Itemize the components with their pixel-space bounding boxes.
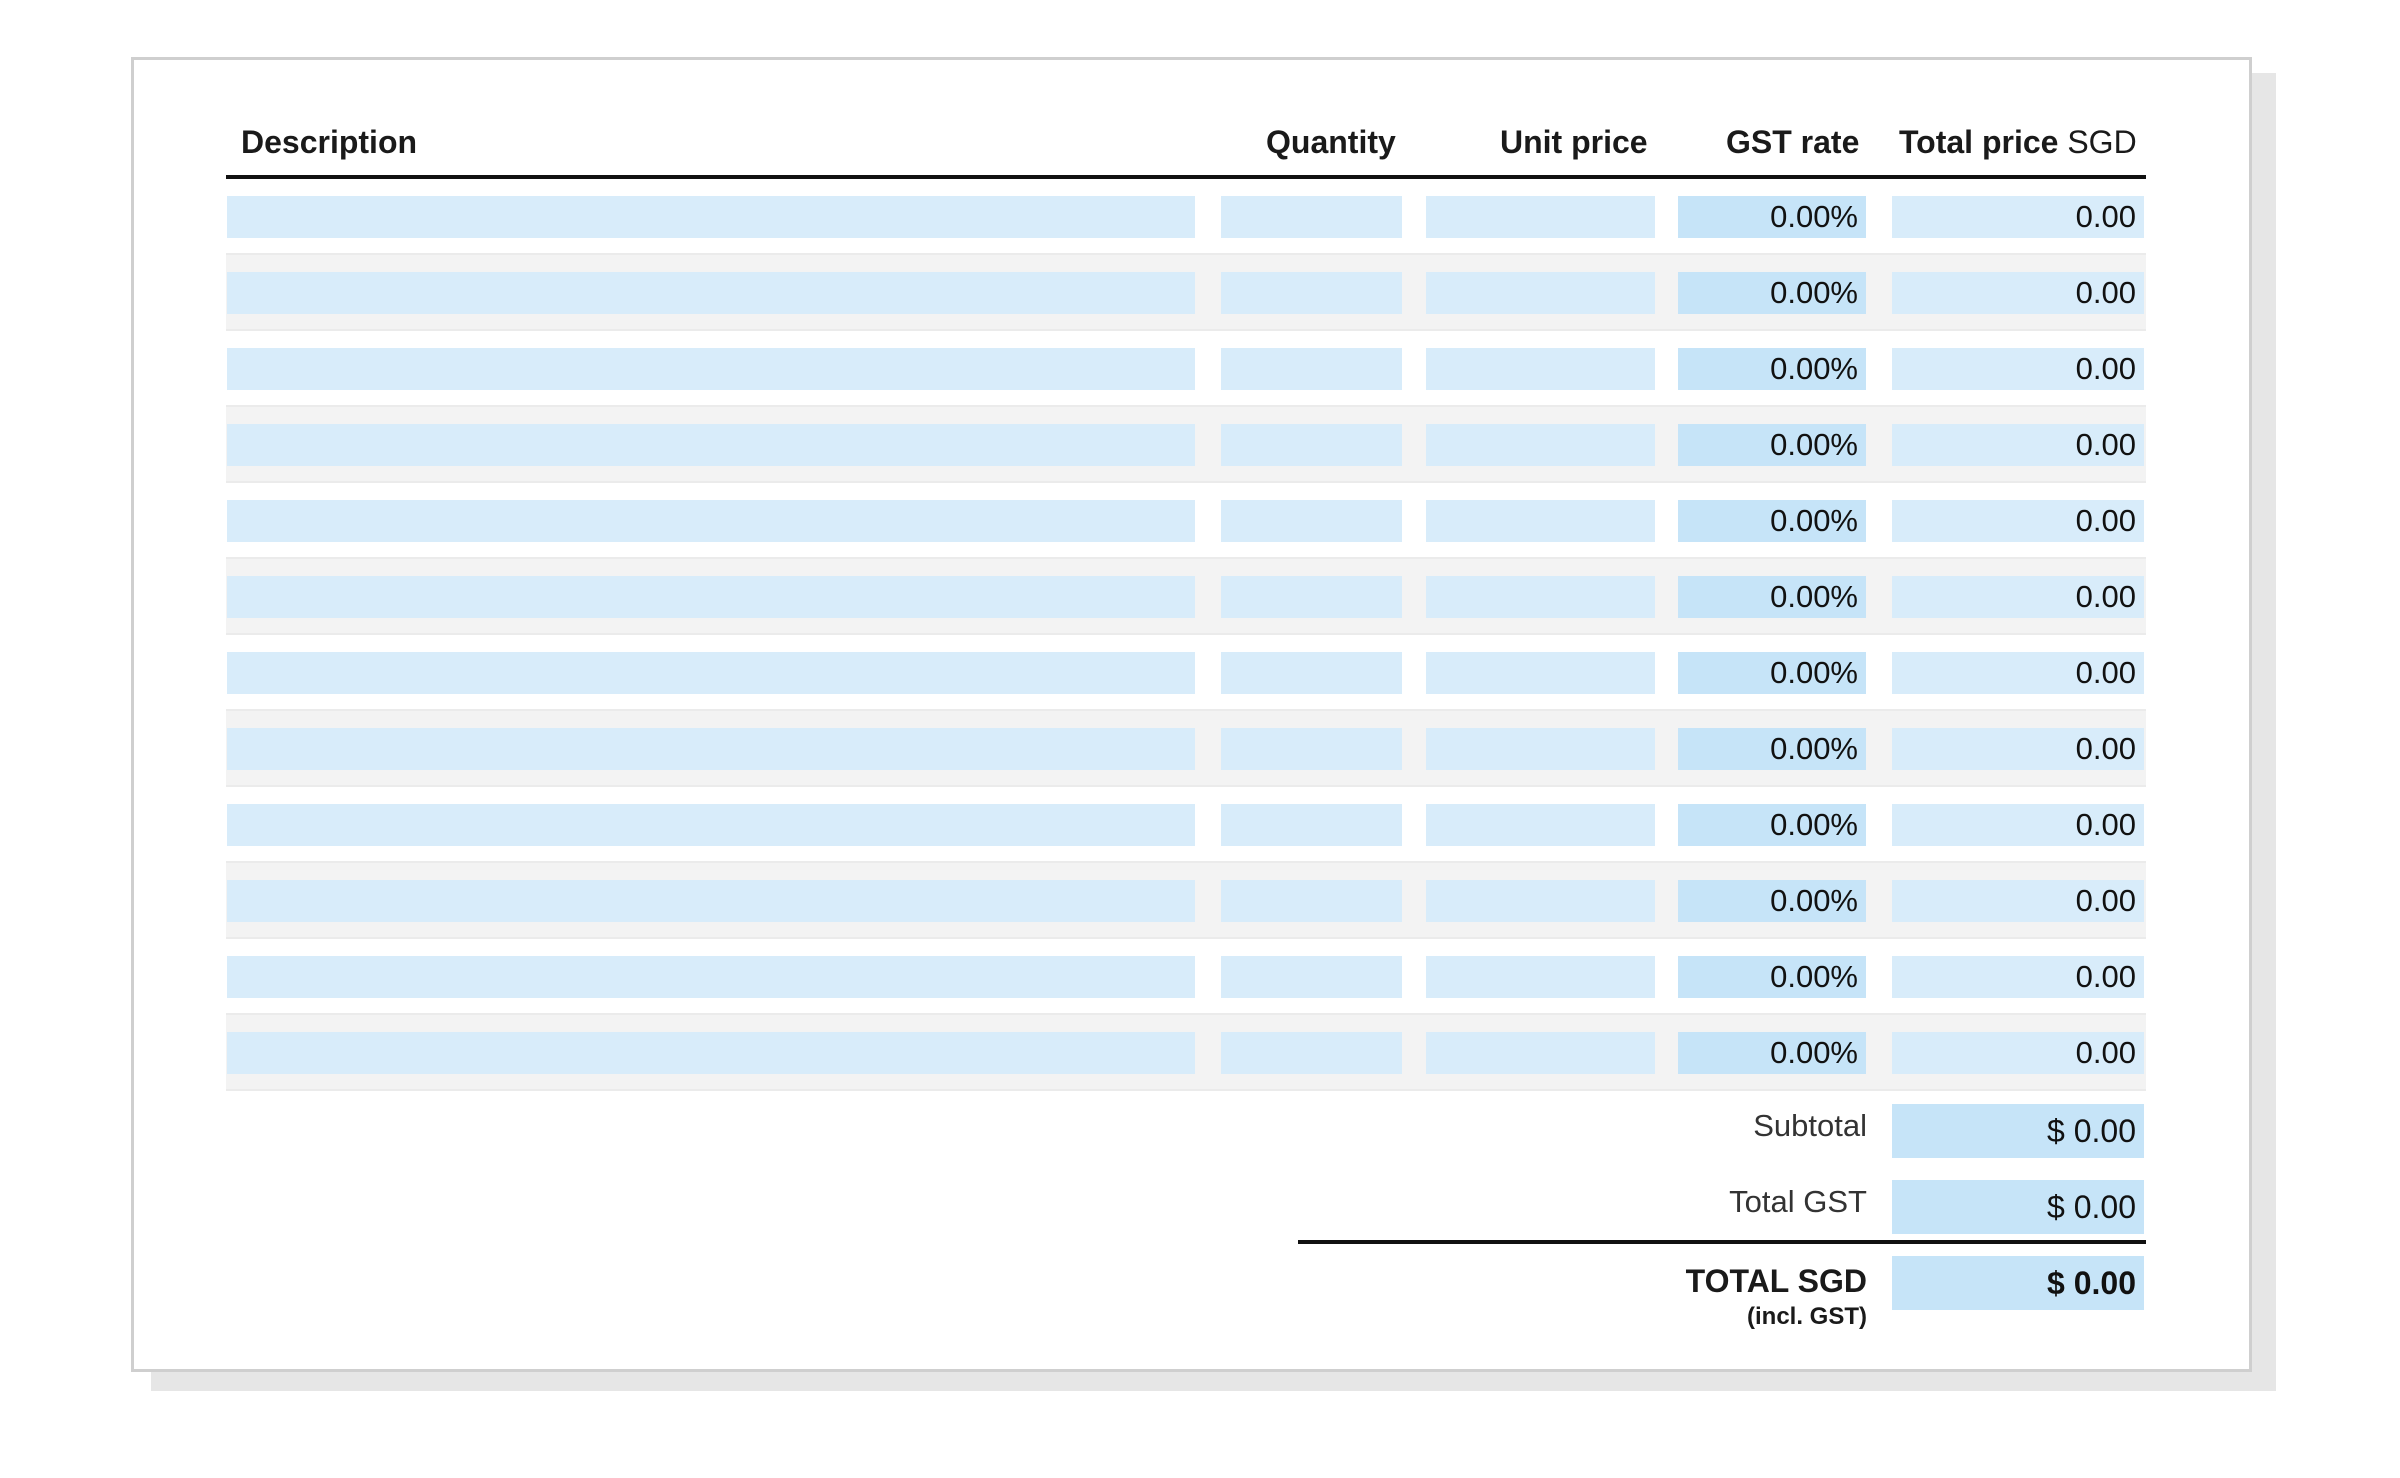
description-input[interactable] [227, 880, 1195, 922]
gst-rate-field[interactable]: 0.00% [1678, 272, 1866, 314]
total-price-field: 0.00 [1892, 956, 2144, 998]
subtotal-label: Subtotal [1753, 1108, 1867, 1143]
unit-price-input[interactable] [1426, 500, 1655, 542]
unit-price-input[interactable] [1426, 1032, 1655, 1074]
grand-total-field: $ 0.00 [1892, 1256, 2144, 1310]
gst-rate-field[interactable]: 0.00% [1678, 728, 1866, 770]
table-row: 0.00% 0.00 [226, 1015, 2146, 1091]
unit-price-input[interactable] [1426, 576, 1655, 618]
total-price-field: 0.00 [1892, 348, 2144, 390]
unit-price-input[interactable] [1426, 196, 1655, 238]
total-rule [1298, 1240, 2146, 1244]
column-header-total-price-currency: SGD [2067, 124, 2137, 160]
column-header-description: Description [241, 124, 418, 160]
total-price-field: 0.00 [1892, 1032, 2144, 1074]
description-input[interactable] [227, 424, 1195, 466]
total-price-field: 0.00 [1892, 424, 2144, 466]
description-input[interactable] [227, 196, 1195, 238]
gst-rate-field[interactable]: 0.00% [1678, 804, 1866, 846]
column-header-total-price-label: Total price [1899, 124, 2059, 160]
table-row: 0.00% 0.00 [226, 559, 2146, 635]
total-price-field: 0.00 [1892, 272, 2144, 314]
unit-price-input[interactable] [1426, 956, 1655, 998]
column-header-gst-rate: GST rate [1726, 124, 1860, 160]
table-row: 0.00% 0.00 [226, 711, 2146, 787]
description-input[interactable] [227, 956, 1195, 998]
description-input[interactable] [227, 804, 1195, 846]
unit-price-input[interactable] [1426, 728, 1655, 770]
gst-rate-field[interactable]: 0.00% [1678, 956, 1866, 998]
unit-price-input[interactable] [1426, 272, 1655, 314]
unit-price-input[interactable] [1426, 652, 1655, 694]
description-input[interactable] [227, 728, 1195, 770]
quantity-input[interactable] [1221, 500, 1402, 542]
gst-rate-field[interactable]: 0.00% [1678, 196, 1866, 238]
quantity-input[interactable] [1221, 652, 1402, 694]
quantity-input[interactable] [1221, 804, 1402, 846]
column-header-quantity: Quantity [1266, 124, 1396, 160]
description-input[interactable] [227, 1032, 1195, 1074]
subtotal-field: $ 0.00 [1892, 1104, 2144, 1158]
unit-price-input[interactable] [1426, 424, 1655, 466]
total-price-field: 0.00 [1892, 652, 2144, 694]
quantity-input[interactable] [1221, 576, 1402, 618]
description-input[interactable] [227, 576, 1195, 618]
total-price-field: 0.00 [1892, 196, 2144, 238]
total-price-field: 0.00 [1892, 804, 2144, 846]
quantity-input[interactable] [1221, 272, 1402, 314]
total-gst-label: Total GST [1729, 1184, 1867, 1219]
column-header-total-price: Total price SGD [1899, 118, 2137, 166]
quantity-input[interactable] [1221, 196, 1402, 238]
gst-rate-field[interactable]: 0.00% [1678, 348, 1866, 390]
table-row: 0.00% 0.00 [226, 635, 2146, 711]
grand-total-sublabel: (incl. GST) [1747, 1303, 1867, 1330]
table-row: 0.00% 0.00 [226, 331, 2146, 407]
quantity-input[interactable] [1221, 1032, 1402, 1074]
total-price-field: 0.00 [1892, 728, 2144, 770]
table-row: 0.00% 0.00 [226, 939, 2146, 1015]
gst-rate-field[interactable]: 0.00% [1678, 576, 1866, 618]
table-row: 0.00% 0.00 [226, 483, 2146, 559]
unit-price-input[interactable] [1426, 348, 1655, 390]
table-row: 0.00% 0.00 [226, 863, 2146, 939]
gst-rate-field[interactable]: 0.00% [1678, 652, 1866, 694]
quantity-input[interactable] [1221, 880, 1402, 922]
table-row: 0.00% 0.00 [226, 407, 2146, 483]
description-input[interactable] [227, 652, 1195, 694]
unit-price-input[interactable] [1426, 880, 1655, 922]
column-header-unit-price: Unit price [1500, 124, 1648, 160]
total-gst-field: $ 0.00 [1892, 1180, 2144, 1234]
unit-price-input[interactable] [1426, 804, 1655, 846]
description-input[interactable] [227, 500, 1195, 542]
quantity-input[interactable] [1221, 348, 1402, 390]
description-input[interactable] [227, 272, 1195, 314]
gst-rate-field[interactable]: 0.00% [1678, 1032, 1866, 1074]
table-row: 0.00% 0.00 [226, 179, 2146, 255]
total-price-field: 0.00 [1892, 576, 2144, 618]
total-price-field: 0.00 [1892, 880, 2144, 922]
gst-rate-field[interactable]: 0.00% [1678, 500, 1866, 542]
header-rule [226, 175, 2146, 179]
quantity-input[interactable] [1221, 956, 1402, 998]
gst-rate-field[interactable]: 0.00% [1678, 424, 1866, 466]
quantity-input[interactable] [1221, 728, 1402, 770]
gst-rate-field[interactable]: 0.00% [1678, 880, 1866, 922]
total-price-field: 0.00 [1892, 500, 2144, 542]
quantity-input[interactable] [1221, 424, 1402, 466]
description-input[interactable] [227, 348, 1195, 390]
grand-total-label: TOTAL SGD [1685, 1263, 1867, 1299]
table-row: 0.00% 0.00 [226, 255, 2146, 331]
table-row: 0.00% 0.00 [226, 787, 2146, 863]
